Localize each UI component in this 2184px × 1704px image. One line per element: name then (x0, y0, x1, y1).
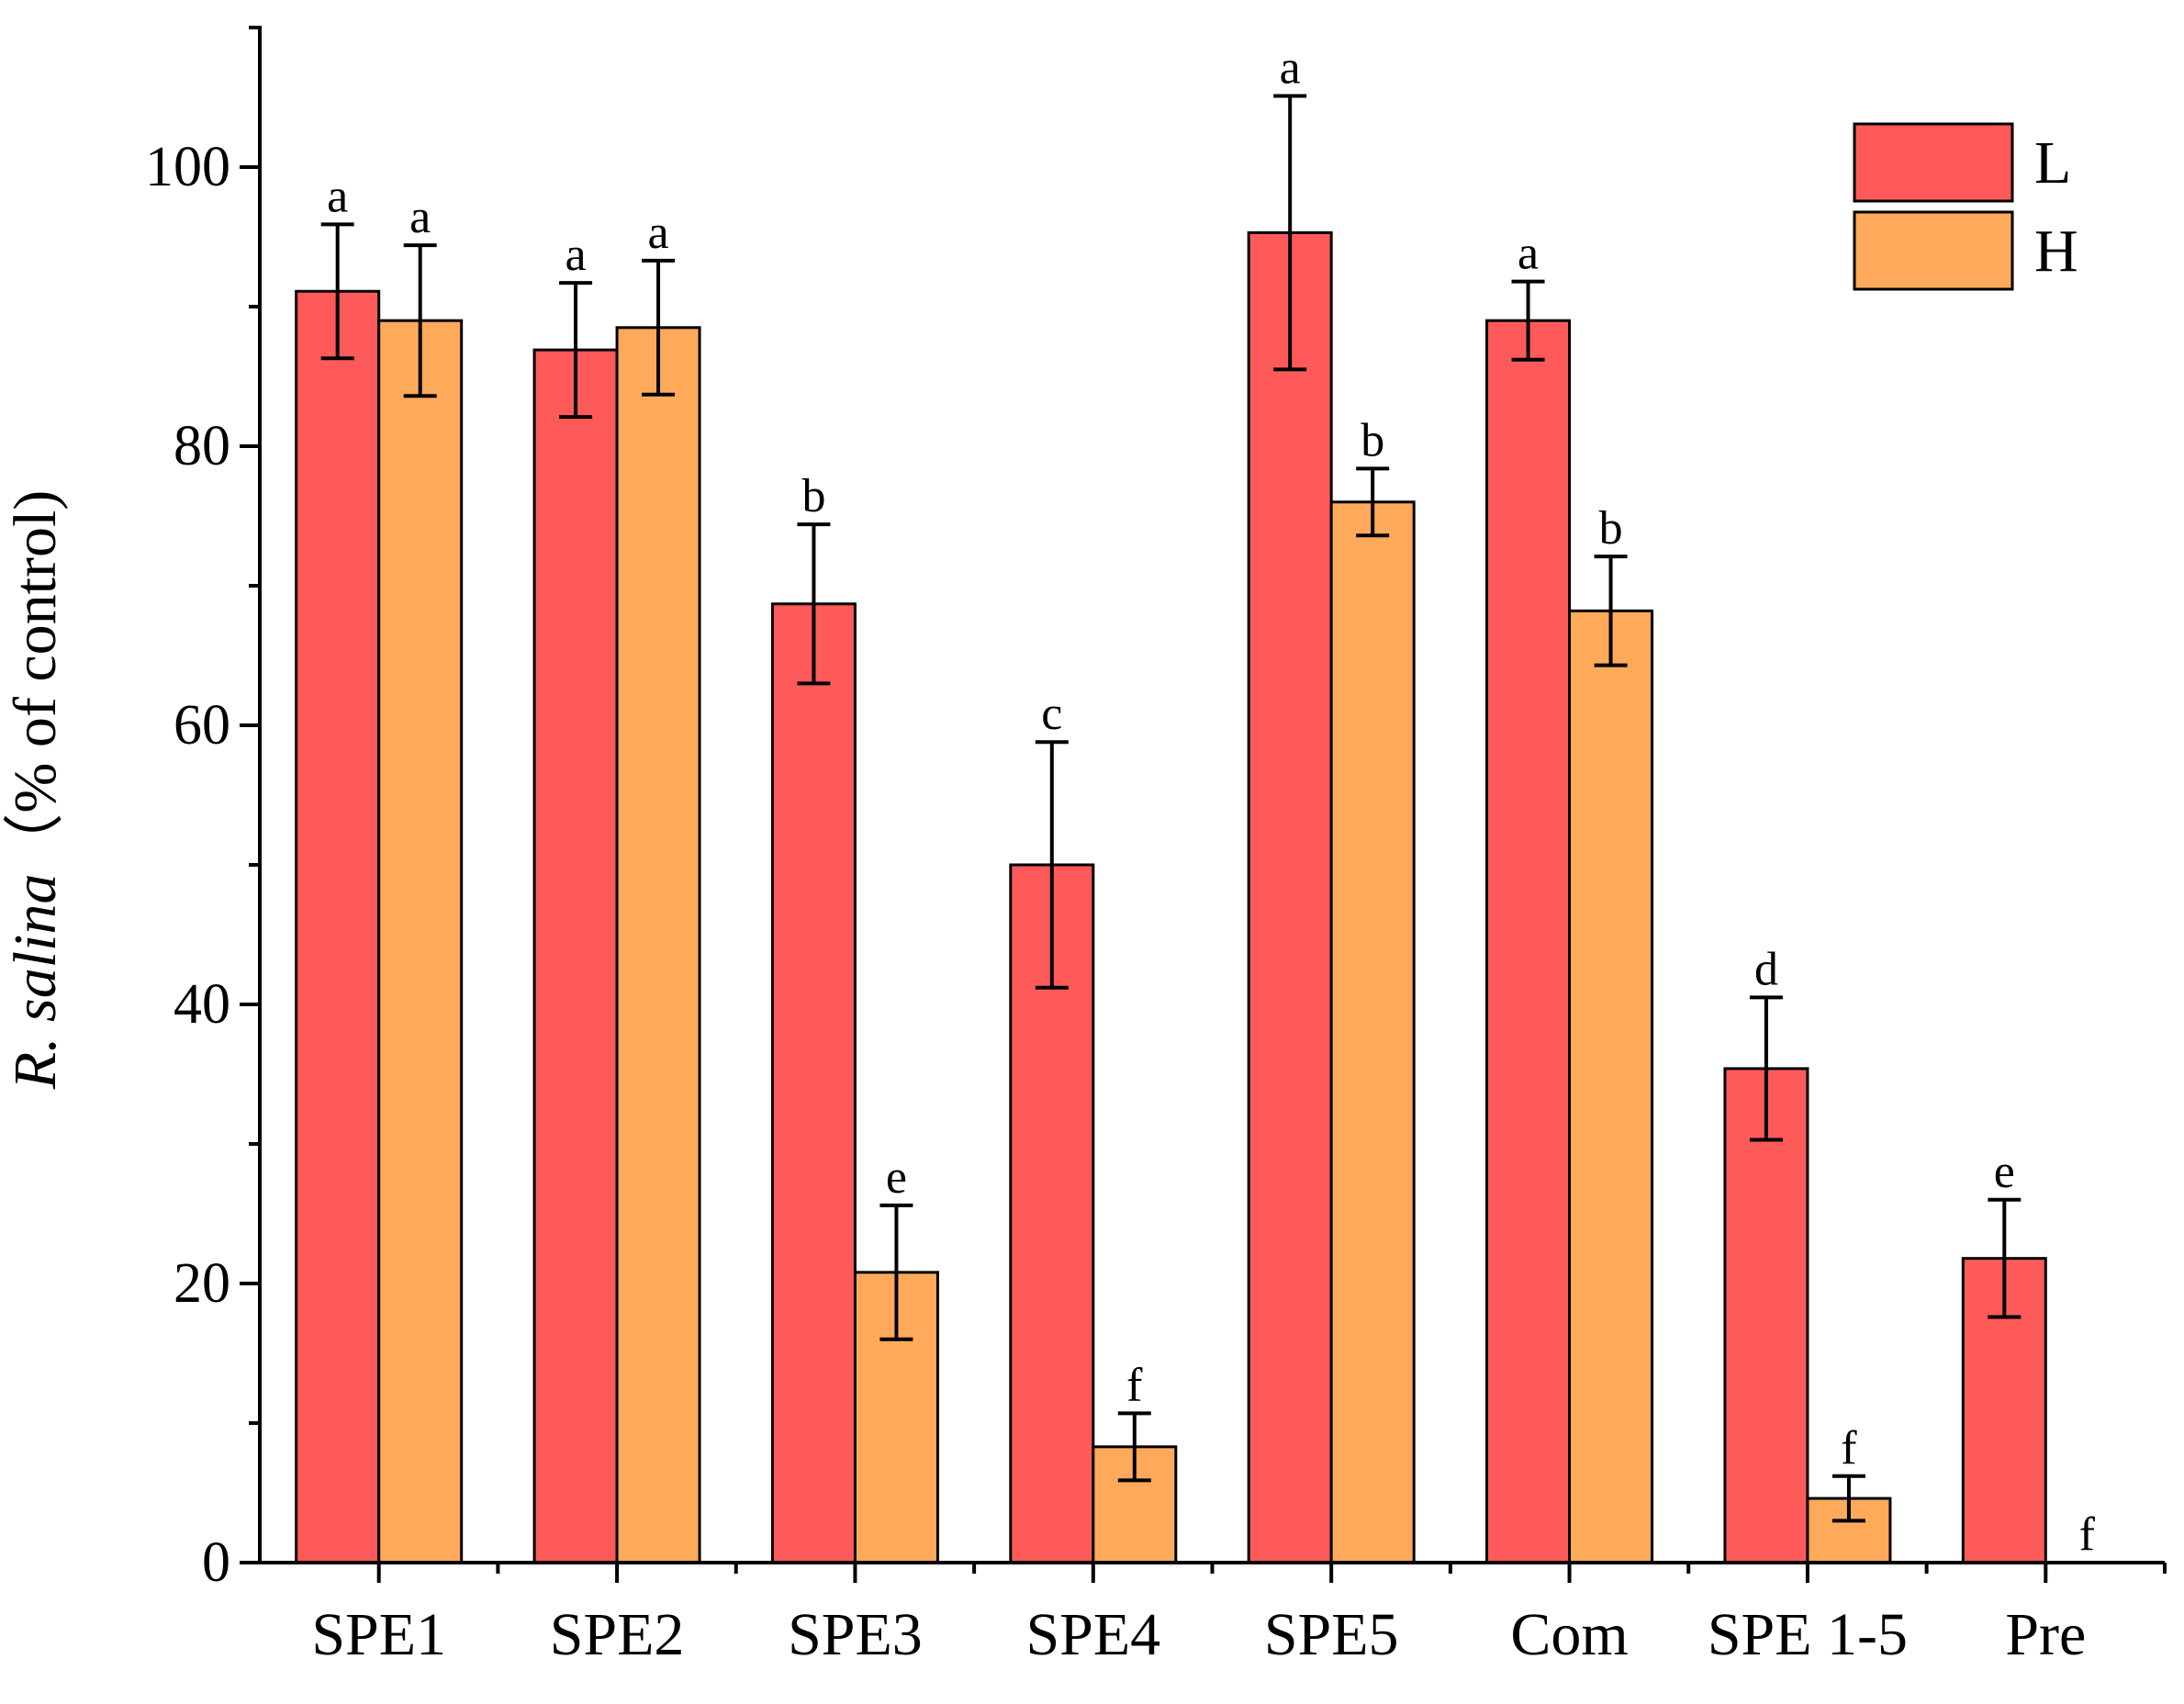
axes-layer: 0 20 40 60 80 100 SPE1 SPE2 SPE3 SPE4 SPE5 Com SPE 1… (145, 26, 2167, 1668)
bar-H-SPE2 (615, 326, 701, 1564)
legend-swatch-L (1853, 122, 2014, 203)
y-tick-label: 40 (174, 973, 230, 1036)
error-bar-H-SPE4 (1117, 1411, 1151, 1483)
significance-label-H-SPE5: b (1361, 414, 1384, 466)
x-category-label: SPE3 (788, 1601, 923, 1668)
error-bar-L-SPE1-5 (1749, 995, 1783, 1142)
significance-label-L-Pre: e (1994, 1146, 2015, 1198)
bar-H-SPE1 (377, 319, 464, 1564)
error-bar-L-Pre (1988, 1197, 2022, 1319)
bar-L-SPE5 (1247, 230, 1333, 1564)
significance-label-H-Pre: f (2079, 1508, 2096, 1561)
x-category-label: Pre (2005, 1601, 2086, 1668)
significance-label-H-SPE3: e (886, 1151, 907, 1204)
error-bar-H-SPE5 (1356, 466, 1390, 538)
significance-label-L-SPE1-5: d (1754, 943, 1778, 995)
significance-label-L-SPE3: b (801, 470, 825, 522)
x-category-label: Com (1510, 1601, 1628, 1668)
significance-label-H-Com: b (1599, 502, 1623, 555)
legend-label-L: L (2034, 129, 2071, 196)
error-bar-L-SPE3 (797, 522, 831, 686)
significance-label-L-SPE1: a (327, 170, 348, 222)
bar-L-SPE3 (770, 602, 857, 1564)
y-tick-label: 80 (174, 415, 230, 477)
bar-H-SPE5 (1329, 500, 1416, 1564)
significance-label-L-Com: a (1518, 228, 1539, 280)
y-tick-label: 20 (174, 1252, 230, 1315)
error-bar-H-Com (1594, 555, 1628, 667)
significance-label-L-SPE4: c (1041, 688, 1062, 740)
y-axis-label-rest: （% of control) (2, 490, 69, 874)
y-tick-label: 100 (145, 136, 230, 198)
bar-L-SPE1 (295, 289, 381, 1564)
error-bar-L-SPE4 (1035, 740, 1069, 990)
error-bar-H-SPE1 (403, 243, 437, 398)
legend-item-H: H (1853, 210, 2078, 291)
error-bar-H-SPE2 (642, 258, 676, 397)
bar-L-SPE2 (532, 348, 619, 1564)
x-category-label: SPE2 (550, 1601, 685, 1668)
bar-H-SPE1-5 (1806, 1497, 1892, 1564)
bars-layer (295, 230, 2047, 1564)
y-axis-label: R. salina（% of control) (2, 490, 69, 1091)
error-bar-L-SPE1 (320, 222, 354, 361)
significance-label-L-SPE2: a (566, 229, 587, 281)
significance-label-H-SPE2: a (648, 207, 669, 259)
legend: LH (1853, 122, 2078, 291)
y-tick-label: 0 (202, 1531, 230, 1594)
y-axis-label-italic: R. salina (2, 874, 69, 1091)
x-category-label: SPE1 (311, 1601, 446, 1668)
error-bar-L-SPE2 (559, 281, 593, 420)
significance-label-H-SPE1-5: f (1841, 1422, 1857, 1474)
significance-labels-layer: a a a a b e c f a b a b d f e f (327, 41, 2096, 1561)
significance-label-L-SPE5: a (1280, 41, 1301, 94)
error-bars-layer (320, 94, 2022, 1523)
bar-H-Com (1568, 609, 1654, 1564)
error-bar-L-SPE5 (1273, 94, 1307, 372)
error-bar-H-SPE1-5 (1831, 1474, 1865, 1523)
significance-label-H-SPE1: a (409, 191, 431, 243)
legend-item-L: L (1853, 122, 2071, 203)
legend-swatch-H (1853, 210, 2014, 291)
legend-label-H: H (2034, 218, 2078, 285)
x-category-label: SPE 1-5 (1708, 1601, 1908, 1668)
bar-L-SPE1-5 (1723, 1067, 1809, 1564)
y-tick-label: 60 (174, 694, 230, 757)
x-category-label: SPE5 (1264, 1601, 1399, 1668)
x-category-label: SPE4 (1025, 1601, 1160, 1668)
significance-label-H-SPE4: f (1126, 1359, 1143, 1411)
error-bar-H-SPE3 (879, 1203, 913, 1341)
error-bar-L-Com (1511, 279, 1545, 362)
bar-L-Com (1485, 319, 1572, 1564)
